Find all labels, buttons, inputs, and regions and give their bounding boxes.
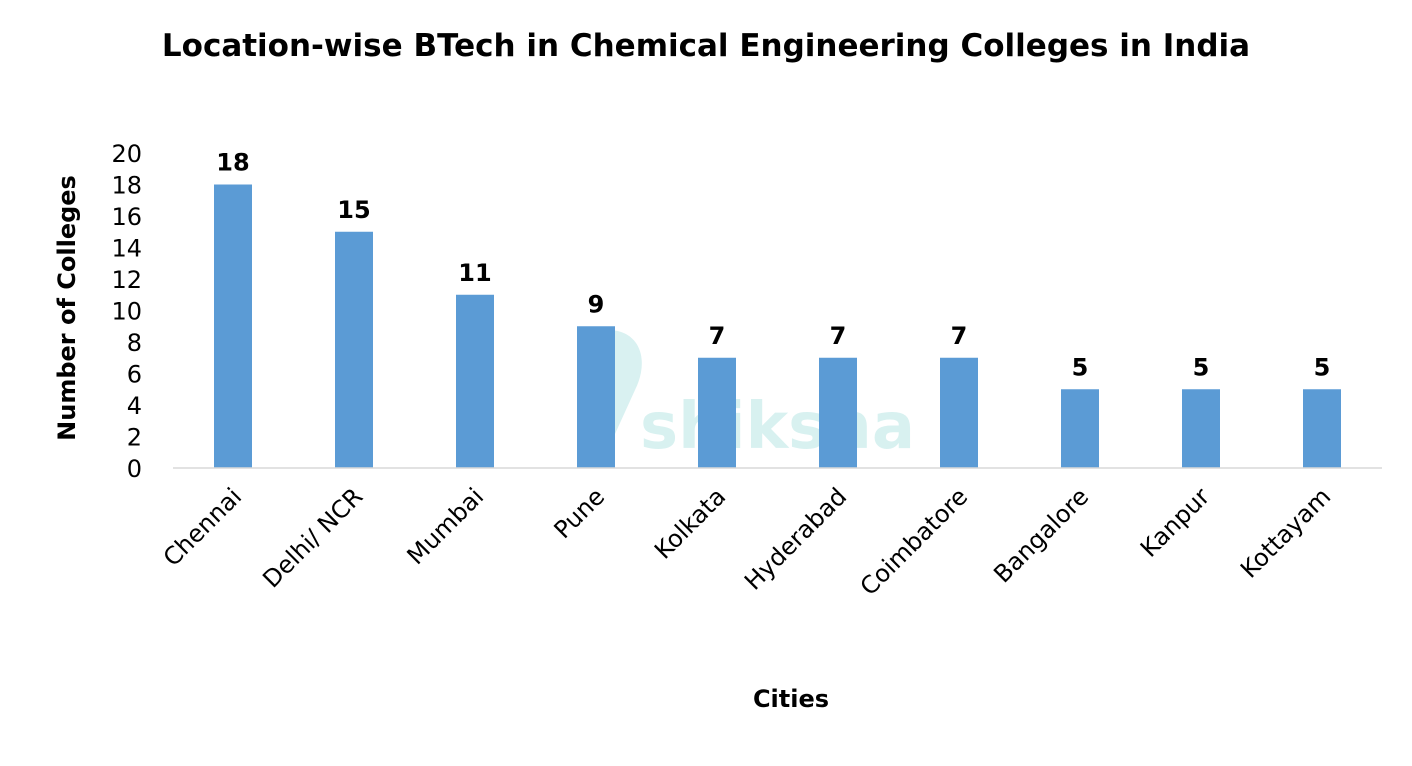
bar-bangalore [1061,389,1099,468]
y-tick-label: 6 [127,361,142,389]
x-axis-label: Cities [753,685,829,713]
bar-hyderabad [819,357,857,468]
x-tick-label: Kanpur [1135,482,1215,562]
chart-title: Location-wise BTech in Chemical Engineer… [162,28,1250,64]
x-tick-label: Hyderabad [739,482,852,595]
data-label: 5 [1314,353,1331,381]
data-label: 5 [1193,353,1210,381]
bar-delhi-ncr [335,231,373,468]
x-tick-label: Chennai [158,482,247,571]
y-tick-label: 10 [111,298,142,326]
x-tick-label: Kolkata [649,482,731,564]
data-label: 15 [337,196,370,224]
bar-chennai [214,184,252,468]
bar-kolkata [698,357,736,468]
watermark-text: shiksha [640,390,915,464]
y-tick-label: 0 [127,455,142,483]
data-label: 5 [1072,353,1089,381]
y-tick-label: 18 [111,172,142,200]
bar-kanpur [1182,389,1220,468]
x-tick-label: Pune [549,482,611,544]
bar-pune [577,326,615,468]
y-tick-label: 2 [127,424,142,452]
data-label: 11 [458,259,491,287]
x-axis: Chennai Delhi/ NCR Mumbai Pune Kolkata Hydera… [158,482,1336,601]
data-label: 7 [830,322,847,350]
bar-mumbai [456,294,494,468]
y-axis: 0 2 4 6 8 10 12 14 16 18 20 [111,140,142,483]
data-label: 7 [709,322,726,350]
y-tick-label: 4 [127,392,142,420]
y-axis-label: Number of Colleges [53,175,81,441]
x-tick-label: Mumbai [402,482,490,570]
y-tick-label: 12 [111,266,142,294]
y-tick-label: 20 [111,140,142,168]
bar-kottayam [1303,389,1341,468]
x-tick-label: Bangalore [988,482,1094,588]
bar-coimbatore [940,357,978,468]
data-label: 7 [951,322,968,350]
x-tick-label: Coimbatore [855,482,974,601]
bars: 18 15 11 9 7 7 7 5 5 5 [214,149,1341,468]
y-tick-label: 16 [111,203,142,231]
data-label: 9 [588,290,605,318]
y-tick-label: 8 [127,329,142,357]
x-tick-label: Delhi/ NCR [257,482,368,593]
watermark-logo: shiksha [578,330,915,464]
x-tick-label: Kottayam [1235,482,1336,583]
data-label: 18 [216,149,249,177]
y-tick-label: 14 [111,235,142,263]
